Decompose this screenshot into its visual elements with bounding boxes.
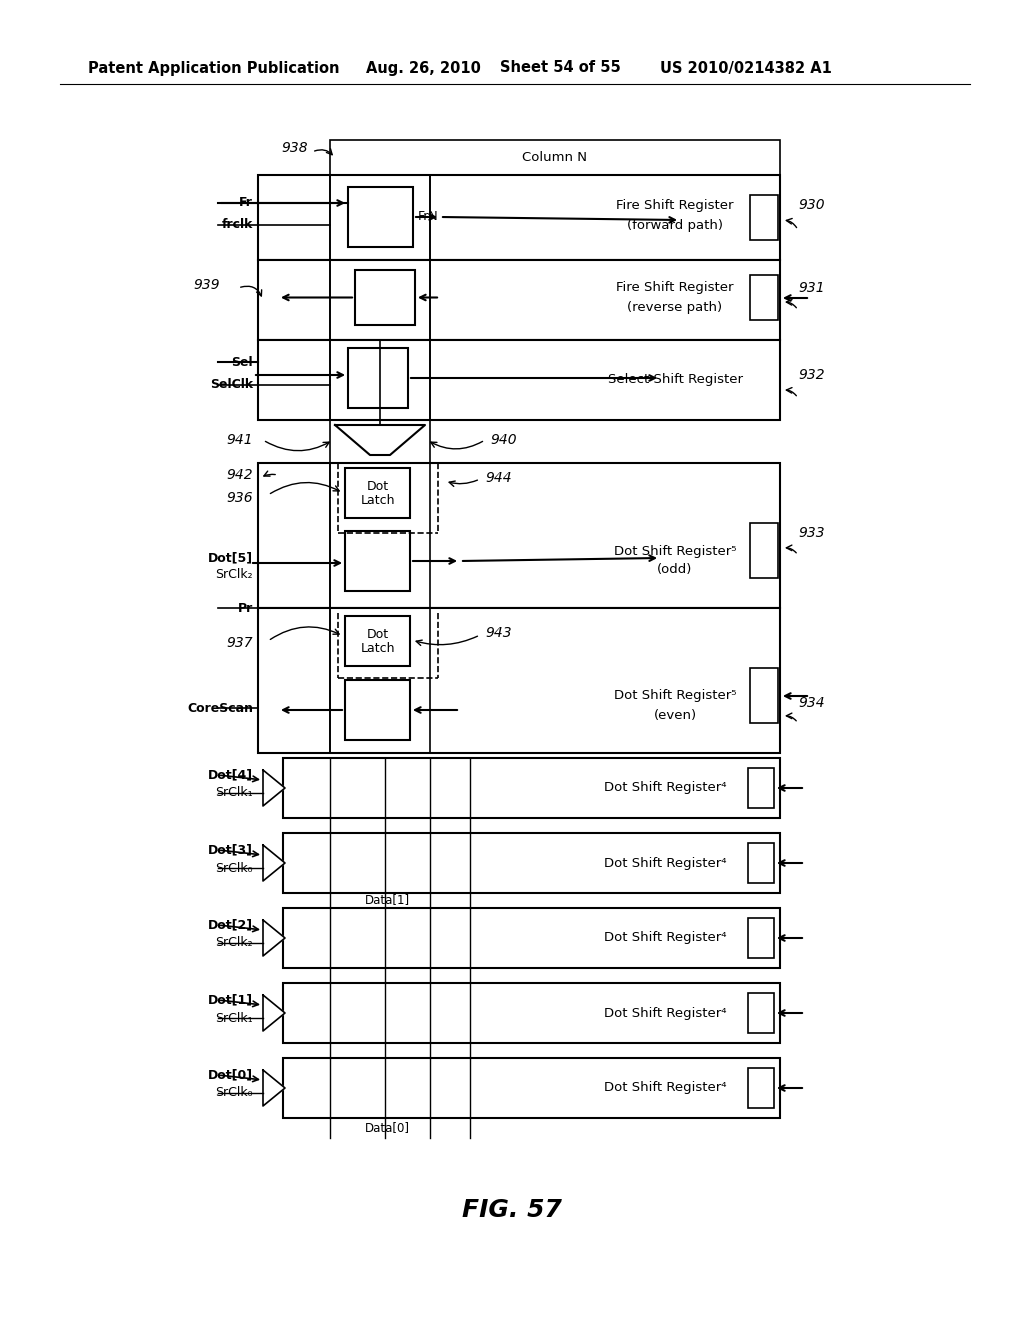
Text: 932: 932 [798, 368, 824, 381]
Text: Fire Shift Register: Fire Shift Register [616, 198, 734, 211]
Text: Select Shift Register: Select Shift Register [607, 374, 742, 387]
Text: Data[0]: Data[0] [365, 1122, 410, 1134]
Text: Fire Shift Register: Fire Shift Register [616, 281, 734, 294]
Bar [750, 275, 778, 319]
Text: Aug. 26, 2010: Aug. 26, 2010 [366, 61, 481, 75]
Text: Column N: Column N [522, 150, 588, 164]
Text: Dot Shift Register⁴: Dot Shift Register⁴ [604, 857, 726, 870]
Text: 940: 940 [490, 433, 517, 447]
Text: 944: 944 [485, 471, 512, 484]
Text: Dot Shift Register⁴: Dot Shift Register⁴ [604, 932, 726, 945]
Text: Dot[4]: Dot[4] [208, 768, 253, 781]
Text: Dot Shift Register⁴: Dot Shift Register⁴ [604, 1006, 726, 1019]
Bar [750, 668, 778, 723]
Text: 942: 942 [226, 469, 253, 482]
Text: 931: 931 [798, 281, 824, 294]
Text: Latch: Latch [360, 643, 394, 656]
Text: (reverse path): (reverse path) [628, 301, 723, 314]
Polygon shape [263, 1071, 285, 1106]
Bar [748, 843, 774, 883]
Text: frclk: frclk [221, 219, 253, 231]
Text: Fr: Fr [240, 197, 253, 210]
Text: SelClk: SelClk [210, 379, 253, 392]
Text: Dot Shift Register⁴: Dot Shift Register⁴ [604, 1081, 726, 1094]
Bar [345, 469, 410, 517]
Polygon shape [263, 770, 285, 807]
Text: 938: 938 [282, 141, 308, 154]
Text: SrClk₁: SrClk₁ [215, 787, 253, 800]
Text: Dot Shift Register⁵: Dot Shift Register⁵ [613, 689, 736, 702]
Text: (forward path): (forward path) [627, 219, 723, 231]
Bar [330, 140, 780, 176]
Text: SrClk₂: SrClk₂ [215, 936, 253, 949]
Text: Dot Shift Register⁴: Dot Shift Register⁴ [604, 781, 726, 795]
Text: SrClk₂: SrClk₂ [215, 569, 253, 582]
Text: Data[1]: Data[1] [365, 894, 411, 907]
Text: Dot[5]: Dot[5] [208, 552, 253, 565]
Bar [750, 523, 778, 578]
Text: 937: 937 [226, 636, 253, 649]
Text: FIG. 57: FIG. 57 [462, 1199, 562, 1222]
Bar [345, 680, 410, 741]
Polygon shape [263, 995, 285, 1031]
Bar [348, 187, 413, 247]
Text: Patent Application Publication: Patent Application Publication [88, 61, 340, 75]
Bar [748, 768, 774, 808]
Text: SrClk₁: SrClk₁ [215, 1011, 253, 1024]
Text: Latch: Latch [360, 495, 394, 507]
Bar [748, 1068, 774, 1107]
Text: Dot: Dot [367, 479, 388, 492]
Bar [750, 195, 778, 240]
Bar [283, 1059, 780, 1118]
Bar [283, 758, 780, 818]
Bar [258, 341, 780, 420]
Text: CoreScan: CoreScan [187, 701, 253, 714]
Text: (odd): (odd) [657, 564, 692, 577]
Text: Dot[0]: Dot[0] [208, 1068, 253, 1081]
Bar [345, 531, 410, 591]
Bar [283, 983, 780, 1043]
Bar [348, 348, 408, 408]
Bar [258, 609, 780, 752]
Text: Dot[2]: Dot[2] [208, 919, 253, 932]
Text: US 2010/0214382 A1: US 2010/0214382 A1 [660, 61, 831, 75]
Text: Pr: Pr [238, 602, 253, 615]
Bar [258, 463, 780, 609]
Text: FrN: FrN [418, 210, 438, 223]
Bar [283, 833, 780, 894]
Bar [748, 993, 774, 1034]
Text: 936: 936 [226, 491, 253, 506]
Text: SrClk₀: SrClk₀ [215, 862, 253, 874]
Text: Dot Shift Register⁵: Dot Shift Register⁵ [613, 544, 736, 557]
Text: 941: 941 [226, 433, 253, 447]
Polygon shape [263, 920, 285, 956]
Text: 930: 930 [798, 198, 824, 213]
Text: Dot: Dot [367, 627, 388, 640]
Text: Sheet 54 of 55: Sheet 54 of 55 [500, 61, 621, 75]
Polygon shape [263, 845, 285, 880]
Bar [258, 260, 780, 341]
Text: (even): (even) [653, 709, 696, 722]
Bar [283, 908, 780, 968]
Bar [748, 917, 774, 958]
Text: Dot[1]: Dot[1] [208, 994, 253, 1006]
Bar [345, 616, 410, 667]
Polygon shape [335, 425, 425, 455]
Text: 933: 933 [798, 525, 824, 540]
Bar [258, 176, 780, 260]
Text: 934: 934 [798, 696, 824, 710]
Bar [355, 271, 415, 325]
Text: 943: 943 [485, 626, 512, 640]
Text: 939: 939 [193, 279, 219, 292]
Text: Dot[3]: Dot[3] [208, 843, 253, 857]
Text: SrClk₀: SrClk₀ [215, 1086, 253, 1100]
Text: Sel: Sel [231, 355, 253, 368]
